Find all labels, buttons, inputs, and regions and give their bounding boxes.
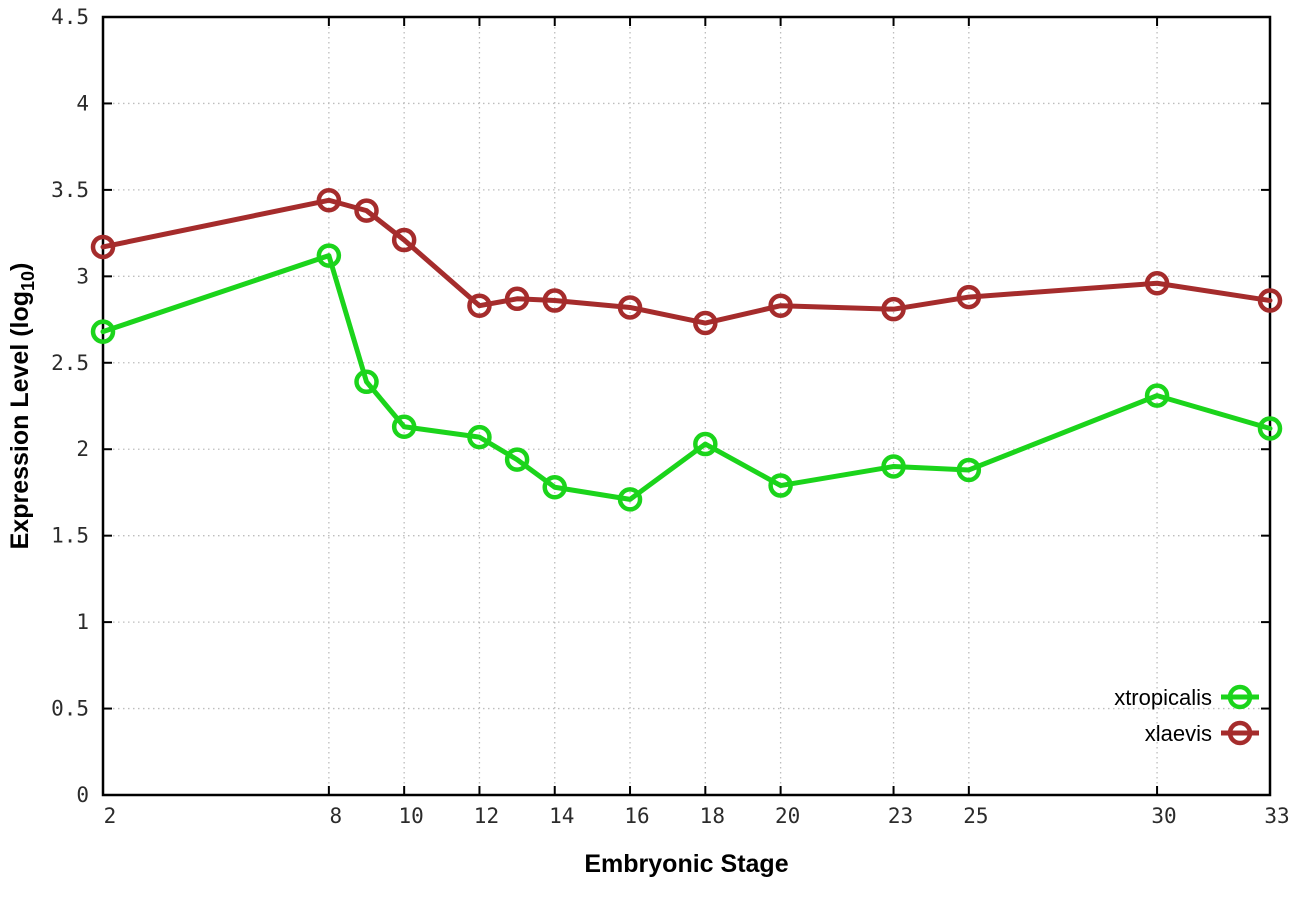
legend-label-xlaevis: xlaevis (1145, 721, 1212, 746)
series-xtropicalis-point (90, 319, 116, 344)
legend-sample-marker-xlaevis (1227, 720, 1253, 746)
series-xlaevis-point (1144, 270, 1170, 296)
series-xtropicalis-point (768, 473, 793, 498)
y-tick-label: 2 (76, 437, 89, 461)
y-tick-label: 1 (76, 610, 89, 634)
y-tick-label: 4 (76, 91, 89, 115)
series-xtropicalis-point (881, 454, 906, 479)
series-xlaevis-point (504, 286, 530, 312)
series-xtropicalis-point (354, 369, 379, 395)
y-tick-label: 3 (76, 264, 89, 288)
series-xlaevis-point (354, 198, 379, 223)
x-tick-label: 25 (963, 804, 988, 828)
series-xtropicalis-point (391, 414, 417, 439)
plot-border (101, 15, 1272, 797)
series-xlaevis-point (617, 295, 643, 320)
series-xtropicalis-point (504, 447, 530, 472)
x-tick-label: 14 (549, 804, 574, 828)
series-xtropicalis-point (316, 243, 342, 268)
series-xlaevis-point (1257, 288, 1283, 313)
y-tick-label: 0.5 (51, 697, 89, 721)
series-xtropicalis-point (467, 424, 492, 450)
x-tick-label: 12 (474, 804, 499, 828)
y-tick-label: 2.5 (51, 351, 89, 375)
series-xtropicalis-point (1257, 416, 1283, 441)
x-tick-label: 8 (330, 804, 343, 828)
x-tick-label: 18 (700, 804, 725, 828)
legend-label-xtropicalis: xtropicalis (1114, 685, 1212, 710)
series-xlaevis-point (542, 288, 567, 313)
y-axis-title: Expression Level (log10) (6, 263, 38, 550)
series-xlaevis-point (316, 188, 342, 213)
x-tick-label: 30 (1151, 804, 1176, 828)
series-xtropicalis-point (617, 487, 643, 512)
x-tick-label: 10 (399, 804, 424, 828)
series-xtropicalis-point (693, 431, 718, 457)
series-xtropicalis-point (542, 475, 567, 500)
y-tick-label: 0 (76, 783, 89, 807)
y-tick-label: 1.5 (51, 524, 89, 548)
x-axis-title: Embryonic Stage (584, 850, 788, 878)
series-xtropicalis-point (956, 457, 982, 483)
series-xlaevis-point (467, 293, 492, 318)
x-tick-label: 16 (624, 804, 649, 828)
y-tick-label: 3.5 (51, 178, 89, 202)
x-tick-label: 33 (1264, 804, 1289, 828)
series-xlaevis-point (90, 234, 116, 260)
series-xtropicalis-point (1144, 383, 1170, 408)
y-tick-label: 4.5 (51, 5, 89, 29)
series-xlaevis-point (391, 227, 417, 253)
x-tick-label: 23 (888, 804, 913, 828)
series-xlaevis-point (693, 310, 718, 336)
series-xlaevis-point (881, 296, 906, 322)
series-xlaevis-point (956, 284, 982, 310)
series-xlaevis-point (768, 293, 793, 318)
legend-sample-marker-xtropicalis (1227, 684, 1253, 710)
x-tick-label: 2 (104, 804, 117, 828)
x-tick-label: 20 (775, 804, 800, 828)
